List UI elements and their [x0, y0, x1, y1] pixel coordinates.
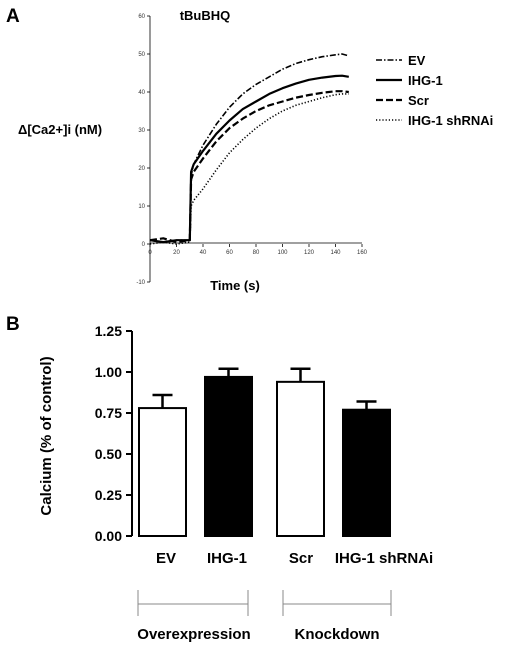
y-tick-label: 1.25 — [95, 323, 122, 339]
x-category-label: IHG-1 — [207, 550, 247, 567]
y-tick-label: 0.75 — [95, 405, 122, 421]
panel-b: B Calcium (% of control) 0.00 0.25 0.50 0.7… — [6, 314, 433, 643]
legend-label: EV — [408, 53, 426, 68]
y-tick-label: 50 — [138, 52, 145, 58]
chart-b-x-labels: EV IHG-1 Scr IHG-1 shRNAi — [156, 550, 433, 567]
y-tick-label: 40 — [138, 90, 145, 96]
chart-a-xlabel: Time (s) — [210, 278, 260, 293]
x-category-label: Scr — [289, 550, 313, 567]
x-tick-label: 20 — [173, 250, 180, 256]
legend-label: IHG-1 shRNAi — [408, 113, 493, 128]
series-line-ev — [149, 53, 350, 243]
series-line-scr — [149, 90, 349, 244]
y-tick-label: 0.25 — [95, 487, 122, 503]
chart-a-series — [149, 53, 350, 245]
x-category-label: EV — [156, 550, 176, 567]
chart-a-x-ticks: 0 20 40 60 80 100 120 140 160 — [148, 244, 368, 256]
x-tick-label: 160 — [357, 250, 368, 256]
bar-ev — [138, 407, 187, 537]
y-tick-label: 10 — [138, 204, 145, 210]
series-line-ihg-1 — [149, 74, 349, 244]
chart-a-legend: EV IHG-1 Scr IHG-1 shRNAi — [376, 53, 493, 128]
chart-a-ylabel: Δ[Ca2+]i (nM) — [18, 122, 102, 137]
group-label: Overexpression — [137, 626, 250, 643]
chart-b-y-ticks: 0.00 0.25 0.50 0.75 1.00 1.25 — [95, 323, 132, 544]
x-tick-label: 0 — [148, 250, 152, 256]
x-tick-label: 140 — [330, 250, 341, 256]
x-tick-label: 120 — [304, 250, 315, 256]
bar-ihg-1-shrnai — [342, 408, 391, 537]
series-line-ihg-1-shrnai — [149, 93, 349, 245]
panel-a-letter: A — [6, 6, 20, 27]
chart-a-y-ticks: -10 0 10 20 30 40 50 60 — [136, 14, 150, 286]
x-tick-label: 80 — [253, 250, 260, 256]
y-tick-label: 0.00 — [95, 528, 122, 544]
y-tick-label: 30 — [138, 128, 145, 134]
legend-label: IHG-1 — [408, 73, 443, 88]
panel-b-letter: B — [6, 314, 20, 335]
y-tick-label: 0.50 — [95, 446, 122, 462]
chart-b-ylabel: Calcium (% of control) — [38, 356, 55, 515]
bar-ihg-1 — [204, 375, 253, 538]
y-tick-label: 0 — [142, 242, 146, 248]
y-tick-label: 60 — [138, 14, 145, 20]
group-label: Knockdown — [295, 626, 380, 643]
legend-label: Scr — [408, 93, 429, 108]
chart-b-bars — [138, 367, 391, 538]
x-tick-label: 100 — [277, 250, 288, 256]
bar-scr — [276, 380, 325, 537]
y-tick-label: 1.00 — [95, 364, 122, 380]
x-tick-label: 60 — [226, 250, 233, 256]
chart-a-title: tBuBHQ — [180, 8, 231, 23]
y-tick-label: -10 — [136, 280, 145, 286]
x-category-label: IHG-1 shRNAi — [335, 550, 433, 567]
x-tick-label: 40 — [200, 250, 207, 256]
chart-b-groups: Overexpression Knockdown — [137, 590, 392, 643]
panel-a: A tBuBHQ Δ[Ca2+]i (nM) Time (s) -10 0 10 20… — [6, 6, 493, 293]
y-tick-label: 20 — [138, 166, 145, 172]
